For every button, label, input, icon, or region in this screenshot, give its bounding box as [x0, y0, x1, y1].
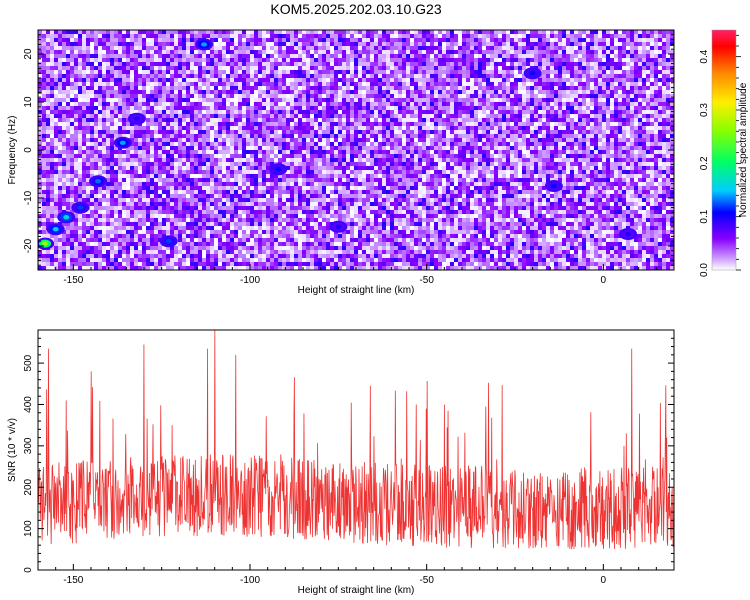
bottom-y-axis-label: SNR (10 * v/v) [7, 418, 18, 482]
y-tick-label: -20 [23, 238, 34, 253]
top-x-axis-label: Height of straight line (km) [298, 285, 415, 296]
hotspot-core [42, 241, 49, 246]
hotspot-core [529, 71, 536, 76]
colorbar-tick-label: 0.4 [699, 49, 710, 63]
x-tick-label: 0 [601, 275, 607, 286]
hotspot-core [625, 231, 632, 237]
colorbar-gradient [712, 30, 736, 270]
y-tick-label: 400 [23, 396, 34, 413]
bottom-x-axis-label: Height of straight line (km) [298, 585, 415, 596]
hotspot-core [165, 239, 172, 244]
top-y-axis: -20 -10 0 10 20 [23, 29, 674, 271]
x-tick-label: -150 [63, 575, 83, 586]
x-tick-label: 0 [601, 575, 607, 586]
hotspot-core [119, 140, 126, 145]
colorbar-ticks: 0.0 0.1 0.2 0.3 0.4 [699, 34, 741, 277]
hotspot-core [95, 179, 102, 184]
y-tick-label: -10 [23, 190, 34, 205]
hotspot-core [63, 215, 70, 220]
top-x-axis: -150 -100 -50 0 [37, 264, 675, 286]
x-tick-label: -150 [63, 275, 83, 286]
colorbar: 0.0 0.1 0.2 0.3 0.4 Normalized spectral ampl… [699, 29, 749, 277]
x-tick-label: -100 [240, 575, 260, 586]
bottom-y-axis: 0 100 200 300 400 500 [23, 329, 674, 573]
spectrogram-cells [38, 30, 674, 270]
y-tick-label: 300 [23, 437, 34, 454]
colorbar-tick-label: 0.1 [699, 209, 710, 223]
chart-title: KOM5.2025.202.03.10.G23 [270, 1, 441, 17]
y-tick-label: 0 [23, 567, 34, 573]
y-tick-label: 0 [23, 147, 34, 153]
hotspot-core [275, 167, 282, 172]
snr-panel: -150 -100 -50 0 0 100 200 300 400 500 Height of … [7, 329, 675, 596]
x-tick-label: -50 [419, 575, 434, 586]
y-tick-label: 200 [23, 478, 34, 495]
colorbar-tick-label: 0.0 [699, 263, 710, 277]
hotspot-core [77, 205, 84, 210]
snr-series-line [38, 330, 674, 550]
x-tick-label: -100 [240, 275, 260, 286]
hotspot-core [52, 227, 59, 232]
y-tick-label: 500 [23, 354, 34, 371]
colorbar-tick-label: 0.2 [699, 156, 710, 170]
colorbar-label: Normalized spectral amplitude [738, 82, 749, 217]
spectrogram-hotspots [38, 38, 638, 250]
y-tick-label: 20 [23, 48, 34, 60]
top-y-axis-label: Frequency (Hz) [7, 116, 18, 185]
hotspot-core [133, 116, 140, 122]
hotspot-core [335, 224, 342, 229]
y-tick-label: 10 [23, 96, 34, 108]
y-tick-label: 100 [23, 520, 34, 537]
hotspot-core [550, 183, 557, 189]
bottom-x-axis: -150 -100 -50 0 [37, 564, 675, 586]
hotspot-core [201, 42, 208, 47]
colorbar-tick-label: 0.3 [699, 103, 710, 117]
x-tick-label: -50 [419, 275, 434, 286]
